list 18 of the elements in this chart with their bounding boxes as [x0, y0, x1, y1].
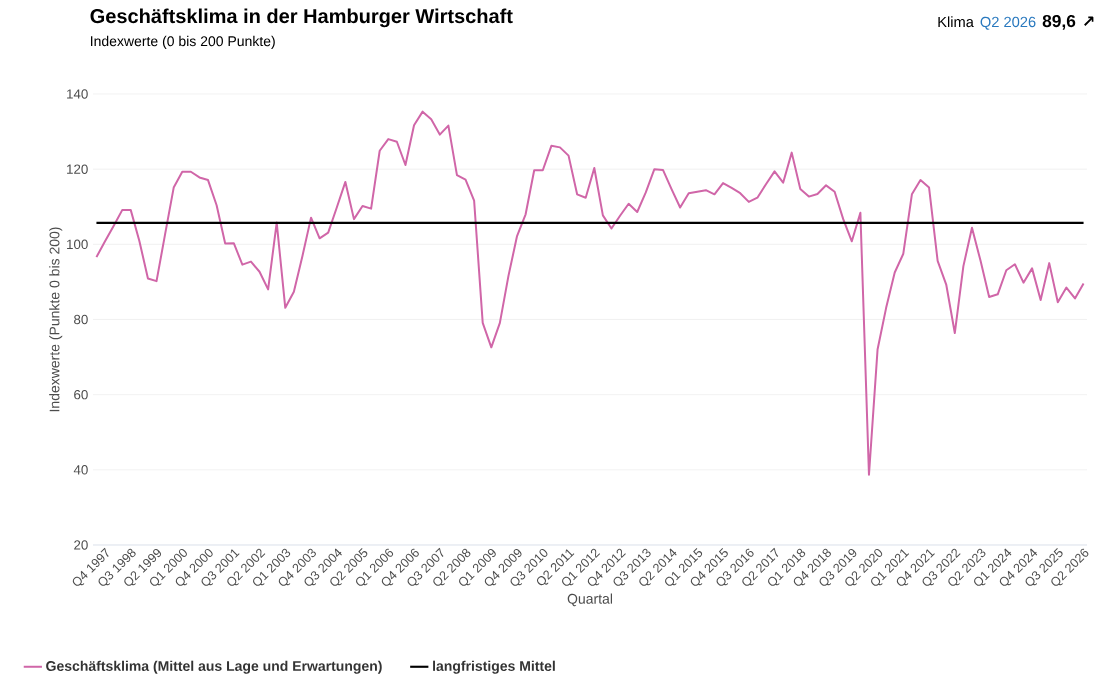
legend-label: langfristiges Mittel	[433, 660, 555, 674]
y-tick-label: 40	[73, 465, 88, 475]
y-tick-label: 100	[67, 239, 88, 250]
text: ↗	[1084, 16, 1094, 26]
chart-title: Geschäftsklima in der Hamburger Wirtschaft	[90, 8, 513, 28]
legend-label: Geschäftsklima (Mittel aus Lage und Erwartungen)	[46, 660, 382, 674]
y-tick-label: 20	[74, 540, 88, 550]
text: Q2 2026	[980, 16, 1036, 30]
y-tick-label: 60	[74, 389, 88, 400]
text: Klima	[938, 16, 974, 28]
y-tick-label: 140	[67, 89, 88, 99]
y-tick-label: 80	[74, 314, 88, 325]
line-series	[95, 110, 1085, 476]
y-axis-title: Indexwerte (Punkte 0 bis 200)	[49, 227, 63, 412]
chart-subtitle: Indexwerte (0 bis 200 Punkte)	[91, 35, 275, 49]
x-axis-title: Quartal	[567, 593, 613, 607]
y-tick-label: 120	[67, 164, 88, 174]
text: 89,6	[1042, 14, 1076, 30]
